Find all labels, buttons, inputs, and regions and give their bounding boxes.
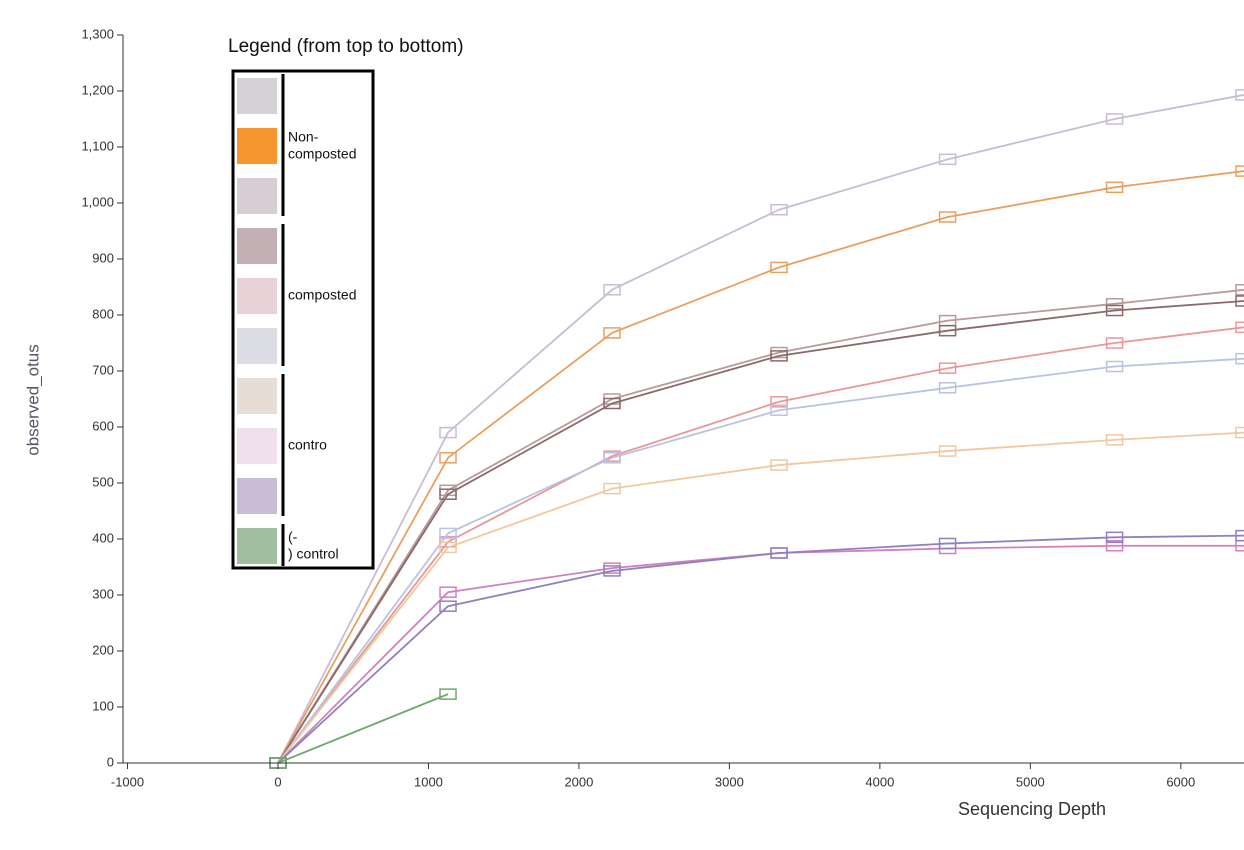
point-marker <box>1235 89 1244 101</box>
point-marker <box>1235 321 1244 334</box>
x-tick-label: 6000 <box>1166 774 1195 789</box>
point-marker <box>938 362 957 374</box>
y-tick-label: 600 <box>92 418 114 433</box>
legend-swatch <box>237 78 277 114</box>
series-line <box>277 431 1244 764</box>
y-tick-label: 1,000 <box>81 194 114 209</box>
point-marker <box>1105 531 1124 544</box>
point-marker <box>439 600 457 612</box>
point-marker <box>1105 181 1124 194</box>
series-line <box>277 170 1244 764</box>
point-marker <box>770 350 788 362</box>
legend-swatch <box>237 178 277 214</box>
series-line <box>277 288 1244 764</box>
point-marker <box>770 404 788 416</box>
legend-label: contro <box>288 437 327 453</box>
point-marker <box>1235 295 1244 307</box>
point-marker <box>603 327 621 339</box>
point-marker <box>439 586 457 598</box>
point-marker <box>770 547 788 559</box>
point-marker <box>938 382 957 394</box>
point-marker <box>603 397 621 410</box>
x-axis-label: Sequencing Depth <box>958 799 1106 819</box>
point-marker <box>439 688 457 700</box>
point-marker <box>1105 304 1124 317</box>
series-line <box>277 94 1244 764</box>
y-tick-label: 200 <box>92 642 114 657</box>
point-marker <box>603 482 621 495</box>
legend-label: composted <box>288 287 356 303</box>
point-marker <box>770 203 788 216</box>
point-marker <box>1235 426 1244 439</box>
series-line <box>277 357 1244 764</box>
point-marker <box>1105 360 1124 373</box>
y-tick-label: 100 <box>92 698 114 713</box>
point-marker <box>439 452 457 464</box>
point-marker <box>439 527 457 540</box>
x-tick-label: 3000 <box>715 774 744 789</box>
x-tick-label: 5000 <box>1016 774 1045 789</box>
point-marker <box>770 261 788 274</box>
point-marker <box>938 445 957 457</box>
point-marker <box>1105 298 1124 310</box>
x-tick-label: -1000 <box>111 774 144 789</box>
point-marker <box>439 488 457 500</box>
y-tick-label: 400 <box>92 530 114 545</box>
point-marker <box>1105 539 1124 552</box>
x-tick-label: 0 <box>274 774 281 789</box>
y-tick-label: 700 <box>92 362 114 377</box>
point-marker <box>1235 165 1244 177</box>
y-tick-label: 0 <box>107 754 114 769</box>
series-line <box>277 534 1244 764</box>
y-tick-label: 500 <box>92 474 114 489</box>
y-tick-label: 900 <box>92 250 114 265</box>
x-tick-label: 1000 <box>414 774 443 789</box>
series-line <box>277 693 449 764</box>
point-marker <box>770 459 788 471</box>
point-marker <box>770 396 788 408</box>
legend-swatch <box>237 228 277 264</box>
y-tick-label: 1,300 <box>81 26 114 41</box>
plot-area <box>269 89 1244 769</box>
y-tick-label: 300 <box>92 586 114 601</box>
point-marker <box>1105 113 1124 125</box>
legend-swatch <box>237 328 277 364</box>
legend-swatch <box>237 278 277 314</box>
point-marker <box>1105 434 1124 446</box>
point-marker <box>603 565 621 577</box>
legend-swatch <box>237 378 277 414</box>
point-marker <box>1235 539 1244 552</box>
series-line <box>277 300 1244 764</box>
y-tick-label: 1,100 <box>81 138 114 153</box>
x-tick-label: 4000 <box>865 774 894 789</box>
point-marker <box>938 537 957 550</box>
legend-swatch <box>237 428 277 464</box>
y-tick-label: 1,200 <box>81 82 114 97</box>
point-marker <box>938 153 957 166</box>
legend-title: Legend (from top to bottom) <box>228 36 464 57</box>
point-marker <box>603 284 621 296</box>
point-marker <box>439 541 457 554</box>
legend-label: (-) control <box>288 528 339 561</box>
legend-label: Non-composted <box>288 128 356 161</box>
legend-swatch <box>237 478 277 514</box>
y-axis-label: observed_otus <box>23 344 42 456</box>
legend-swatch <box>237 128 277 164</box>
x-tick-label: 2000 <box>564 774 593 789</box>
y-tick-label: 800 <box>92 306 114 321</box>
point-marker <box>1105 337 1124 349</box>
point-marker <box>439 426 457 439</box>
legend-swatch <box>237 528 277 564</box>
point-marker <box>603 452 621 464</box>
point-marker <box>938 211 957 223</box>
point-marker <box>1235 284 1244 296</box>
point-marker <box>1235 352 1244 365</box>
point-marker <box>1235 529 1244 542</box>
point-marker <box>938 324 957 337</box>
